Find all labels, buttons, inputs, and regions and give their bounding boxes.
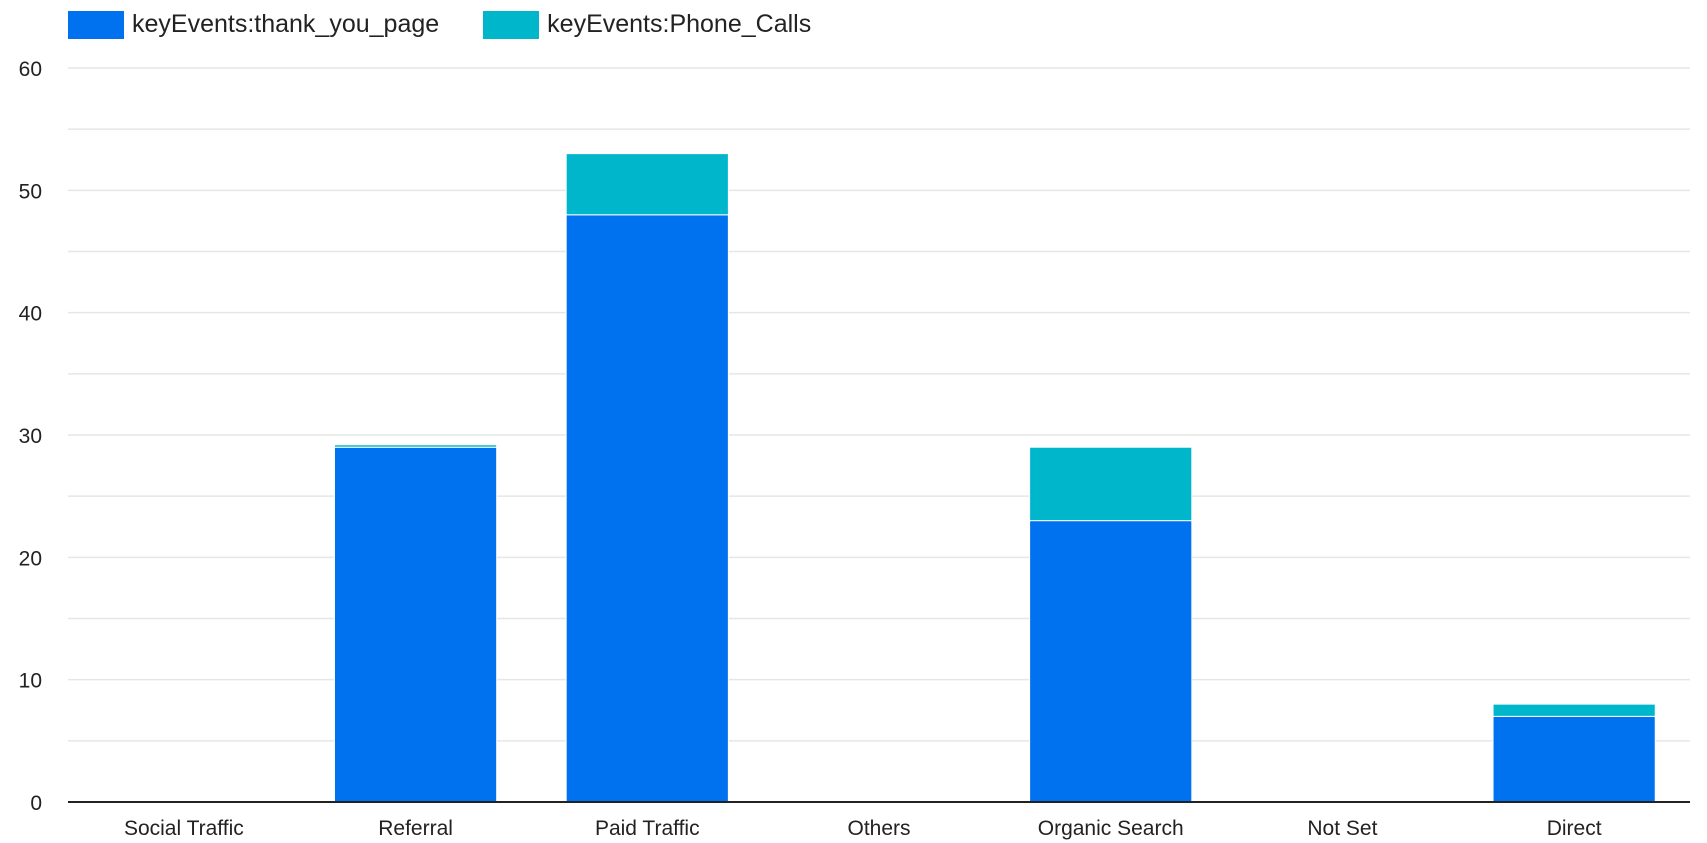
legend-label-phone-calls: keyEvents:Phone_Calls [547,10,812,38]
y-tick-label: 10 [19,670,42,693]
legend-item-thank-you-page[interactable]: keyEvents:thank_you_page [68,10,439,39]
bar-segment [333,444,498,448]
legend-swatch-thank-you-page [68,10,124,39]
y-tick-label: 50 [19,180,42,203]
bar-segment [565,153,729,216]
bar-segment [1492,715,1656,803]
legend: keyEvents:thank_you_page keyEvents:Phone… [68,10,855,39]
legend-label-thank-you-page: keyEvents:thank_you_page [132,10,440,38]
x-tick-label: Referral [378,817,453,840]
x-tick-label: Others [847,817,910,840]
x-tick-label: Organic Search [1038,817,1184,840]
y-tick-label: 60 [19,58,42,81]
legend-swatch-phone-calls [483,10,540,39]
y-tick-label: 0 [30,792,42,815]
bar-segment [1029,446,1193,522]
legend-item-phone-calls[interactable]: keyEvents:Phone_Calls [483,10,811,39]
bar-segment [1492,703,1656,717]
y-tick-label: 30 [19,425,42,448]
x-tick-label: Direct [1547,817,1602,840]
x-tick-label: Not Set [1307,817,1377,840]
bar-segment [1029,520,1193,803]
y-tick-label: 40 [19,303,42,326]
bar-segment [333,446,498,803]
y-tick-label: 20 [19,547,42,570]
x-tick-label: Paid Traffic [595,817,700,840]
x-tick-label: Social Traffic [124,817,244,840]
bar-segment [565,214,729,803]
